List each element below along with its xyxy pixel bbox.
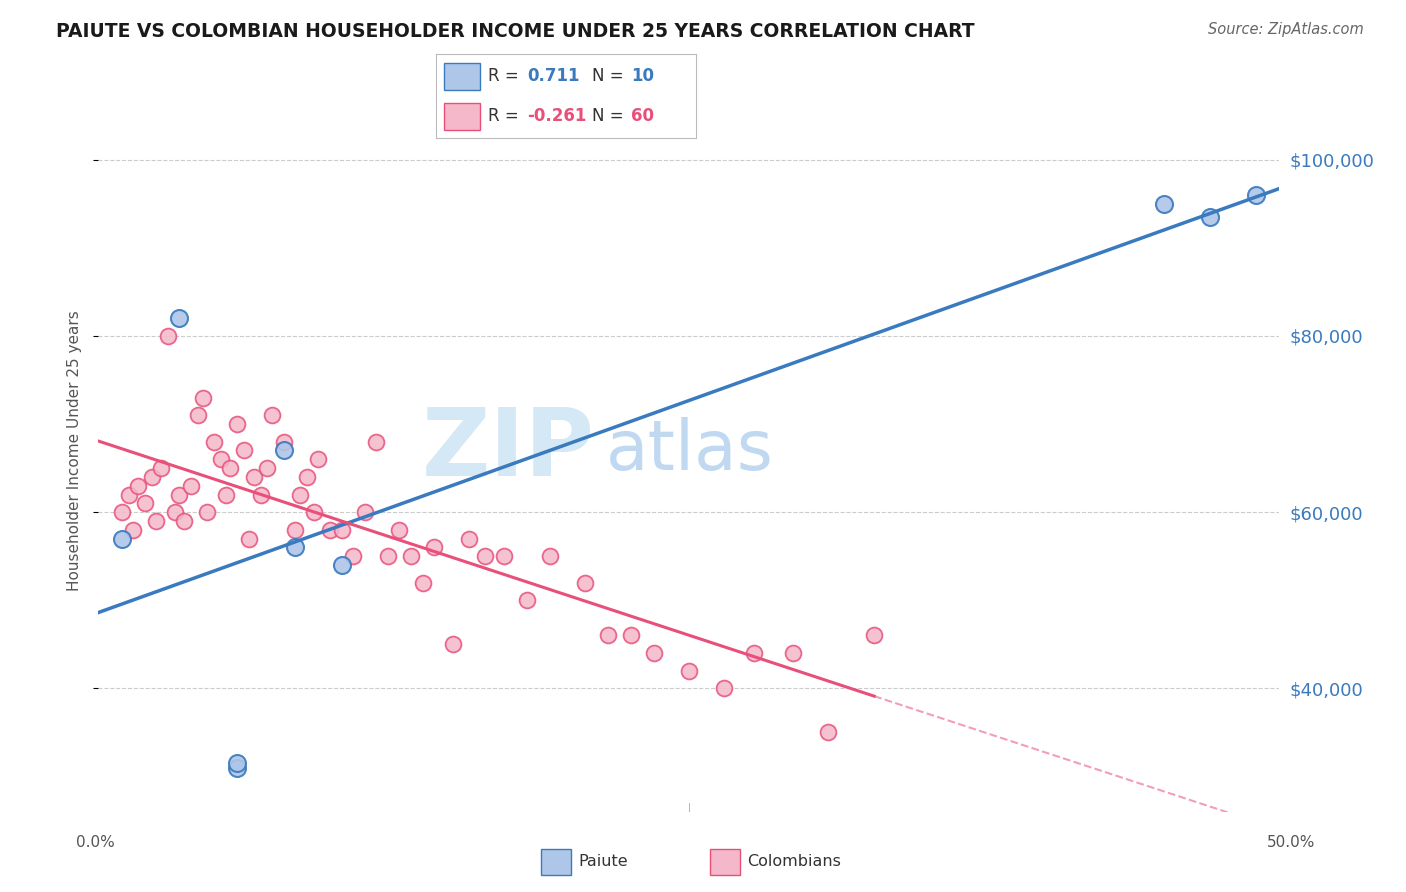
Text: atlas: atlas (606, 417, 775, 484)
Point (238, 532, 260, 546)
Text: -0.261: -0.261 (527, 107, 586, 125)
Point (366, 434, 388, 449)
Point (284, 541, 307, 555)
Point (242, 470, 264, 484)
Point (149, 461, 172, 475)
FancyBboxPatch shape (710, 849, 740, 875)
Point (319, 523, 342, 537)
Point (273, 434, 295, 449)
Point (117, 487, 139, 501)
Point (256, 461, 278, 475)
Point (1199, 210, 1222, 224)
Point (145, 514, 167, 528)
Point (226, 761, 249, 775)
Point (284, 523, 307, 537)
Point (1153, 196, 1175, 211)
Text: R =: R = (488, 68, 524, 86)
Point (620, 628, 643, 642)
Point (202, 434, 225, 449)
Point (817, 725, 839, 739)
Point (742, 646, 765, 660)
Text: Source: ZipAtlas.com: Source: ZipAtlas.com (1208, 22, 1364, 37)
Text: 0.711: 0.711 (527, 68, 579, 86)
Point (302, 505, 325, 519)
Point (423, 541, 446, 555)
Text: PAIUTE VS COLOMBIAN HOUSEHOLDER INCOME UNDER 25 YEARS CORRELATION CHART: PAIUTE VS COLOMBIAN HOUSEHOLDER INCOME U… (56, 22, 974, 41)
Point (134, 496, 156, 510)
Point (678, 664, 700, 678)
Point (233, 443, 256, 458)
Point (330, 558, 353, 572)
Point (191, 391, 214, 405)
Point (226, 756, 249, 771)
Point (412, 575, 434, 590)
Point (441, 637, 464, 651)
Point (249, 487, 271, 501)
Point (141, 470, 163, 484)
Point (492, 549, 515, 564)
Point (288, 487, 311, 501)
Point (219, 461, 242, 475)
Point (330, 523, 353, 537)
Point (1246, 188, 1268, 202)
FancyBboxPatch shape (444, 62, 479, 90)
Text: R =: R = (488, 107, 524, 125)
Point (713, 681, 735, 696)
Point (110, 532, 132, 546)
Point (169, 311, 191, 326)
Text: N =: N = (592, 68, 628, 86)
Text: 0.0%: 0.0% (76, 836, 115, 850)
Point (110, 505, 132, 519)
Point (538, 549, 561, 564)
FancyBboxPatch shape (444, 103, 479, 130)
Point (209, 452, 232, 467)
Point (474, 549, 496, 564)
Point (643, 646, 665, 660)
Y-axis label: Householder Income Under 25 years: Householder Income Under 25 years (67, 310, 83, 591)
Point (273, 443, 295, 458)
Point (307, 452, 329, 467)
Point (516, 593, 538, 607)
Point (156, 329, 179, 343)
Point (342, 549, 364, 564)
Point (122, 523, 145, 537)
Point (127, 479, 149, 493)
Text: 10: 10 (631, 68, 654, 86)
Text: Colombians: Colombians (747, 854, 841, 869)
Point (863, 628, 886, 642)
Text: Paiute: Paiute (578, 854, 627, 869)
Point (295, 470, 318, 484)
Point (226, 417, 249, 431)
Point (574, 575, 596, 590)
Point (187, 408, 209, 422)
Point (782, 646, 804, 660)
Text: ZIP: ZIP (422, 404, 595, 497)
Text: 50.0%: 50.0% (1267, 836, 1315, 850)
Point (458, 532, 481, 546)
FancyBboxPatch shape (541, 849, 571, 875)
Point (596, 628, 619, 642)
Text: N =: N = (592, 107, 628, 125)
Point (215, 487, 238, 501)
Point (173, 514, 195, 528)
Point (388, 523, 411, 537)
Point (262, 408, 284, 422)
Point (169, 487, 191, 501)
Point (377, 549, 399, 564)
Point (353, 505, 375, 519)
Point (195, 505, 218, 519)
Point (163, 505, 186, 519)
Text: 60: 60 (631, 107, 654, 125)
Point (180, 479, 202, 493)
Point (399, 549, 422, 564)
